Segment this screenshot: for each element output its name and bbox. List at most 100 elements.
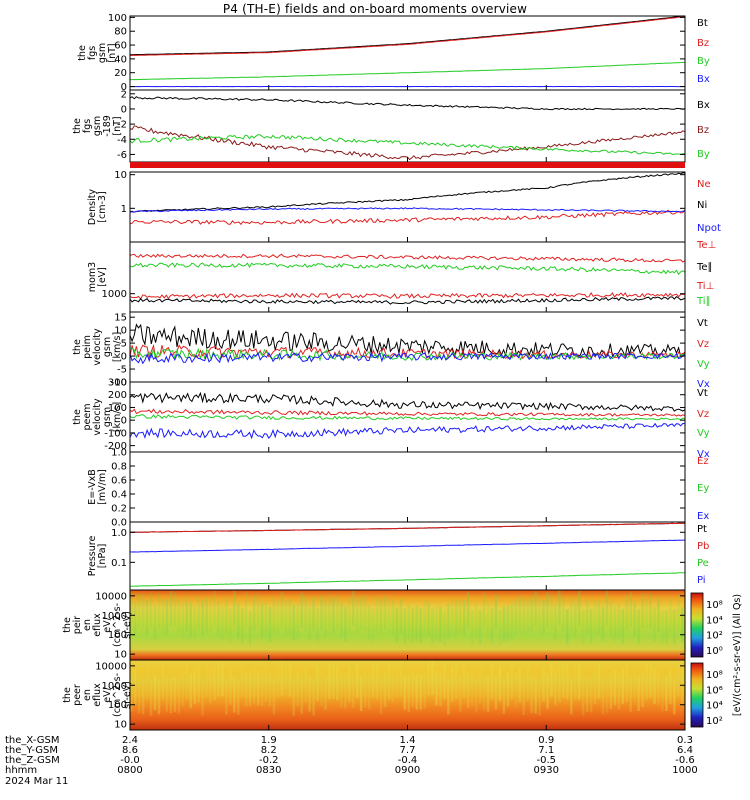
spectrogram-stripe (225, 598, 228, 634)
spectrogram-stripe (304, 596, 307, 632)
spectrogram-stripe (593, 669, 597, 705)
spectrogram-stripe (348, 667, 351, 703)
panel-efield: 1.0 0.8 0.6 0.4 0.2 0.0 E=-VxB [mV/m] Ez Ey Ex (87, 448, 709, 529)
panel-peer_spec: 10000 1000 100 10 the peer en eflux eV/(cm^2-s-s… (62, 659, 686, 731)
spectrogram-stripe (233, 677, 236, 713)
spectrogram-stripe (601, 606, 605, 642)
spectrogram-stripe (340, 602, 343, 638)
spectrogram-stripe (336, 665, 339, 701)
spectrogram-stripe (669, 669, 672, 705)
ylabel-peem_velocity: velocity (92, 398, 103, 436)
spectrogram-stripe (280, 591, 284, 627)
ylabel-efield: [mV/m] (97, 469, 108, 505)
spectrogram-stripe (169, 677, 173, 713)
spectrogram-stripe (336, 594, 339, 630)
ephemeris-value: 0830 (256, 765, 281, 776)
ylabel-peem_velocity: gsm (102, 407, 113, 427)
legend-fgs_gsm_zoom-By: By (697, 149, 710, 160)
spectrogram-stripe (490, 608, 494, 644)
panel-peir_spec: 10000 1000 100 10 the peir en eflux eV/(cm^2-s-s… (62, 589, 686, 661)
ylabel-peim_velocity: velocity (92, 328, 103, 366)
spectrogram-stripe (562, 663, 565, 699)
colorbar-label: [eV/(cm²-s-sr-eV)] (All Qs) (732, 594, 743, 716)
spectrogram-stripe (447, 679, 450, 715)
legend-peem_velocity-Vy: Vy (697, 428, 710, 439)
ytick-label-efield: 0.0 (111, 518, 127, 529)
spectrogram-stripe (229, 608, 232, 644)
ytick-label-peir_spec: 100 (108, 630, 127, 641)
colorbar-tick: 10⁸ (706, 600, 723, 611)
spectrogram-stripe (621, 668, 625, 704)
series-pressure-Pe (129, 572, 686, 587)
spectrogram-stripe (407, 677, 410, 713)
ytick-label-peir_spec: 1000 (102, 611, 127, 622)
spectrogram-stripe (296, 604, 299, 640)
spectrogram-stripe (534, 591, 537, 627)
ytick-label-peem_velocity: 0 (121, 416, 127, 427)
series-fgs_gsm-Bz (130, 16, 686, 56)
spectrogram-stripe (506, 605, 510, 641)
spectrogram-stripe (522, 679, 525, 715)
ephemeris-value: 2.4 (122, 735, 138, 746)
spectrogram-stripe (260, 671, 264, 707)
ytick-label-peem_velocity: -200 (104, 441, 127, 452)
ytick-label-fgs_gsm: 80 (114, 27, 127, 38)
colorbar-tick: 10⁴ (706, 615, 723, 626)
spectrogram-stripe (324, 601, 327, 637)
spectrogram-stripe (225, 679, 228, 715)
spectrogram-stripe (359, 675, 363, 711)
legend-fgs_gsm-Bt: Bt (697, 18, 708, 29)
spectrogram-stripe (165, 676, 169, 712)
spectrogram-stripe (597, 663, 601, 699)
panel-fgs_gsm_zoom: 2 0 -2 -4 -6 the fgs gsm -189 [nT] Bx Bz By (72, 89, 710, 163)
spectrogram-stripe (649, 662, 652, 698)
spectrogram-stripe (514, 671, 518, 707)
spectrogram-stripe (209, 668, 212, 704)
spectrogram-stripe (427, 660, 430, 696)
legend-temperature-Te∥: Te∥ (696, 262, 713, 273)
spectrogram-stripe (482, 592, 486, 628)
spectrogram-stripe (149, 680, 153, 716)
ylabel-pressure: Pressure (87, 536, 98, 577)
spectrogram-stripe (137, 677, 141, 713)
spectrogram-stripe (197, 667, 200, 703)
ylabel-peer_spec: peer (72, 684, 83, 706)
spectrogram-stripe (209, 596, 212, 632)
ylabel-density: [cm-3] (97, 191, 108, 222)
spectrogram-stripe (427, 601, 430, 637)
spectrogram-stripe (673, 679, 676, 715)
spectrogram-stripe (617, 604, 621, 640)
spectrogram-stripe (193, 669, 196, 705)
spectrogram-stripe (153, 675, 157, 711)
spectrogram-stripe (558, 666, 561, 702)
ylabel-peer_spec: the (62, 687, 73, 703)
ylabel-fgs_gsm: the (77, 45, 88, 61)
ytick-label-peim_velocity: 5 (121, 339, 127, 350)
spectrogram-stripe (629, 676, 632, 712)
spectrogram-stripe (498, 666, 502, 702)
legend-peim_velocity-Vy: Vy (697, 359, 710, 370)
legend-fgs_gsm_zoom-Bz: Bz (697, 125, 709, 136)
spectrogram-stripe (137, 593, 141, 629)
spectrogram-stripe (466, 672, 470, 708)
ytick-label-fgs_gsm_zoom: -6 (117, 150, 127, 161)
ephemeris-value: 8.2 (261, 745, 277, 756)
spectrogram-stripe (256, 592, 260, 628)
spectrogram-stripe (288, 661, 292, 697)
spectrogram-stripe (570, 597, 573, 633)
spectrogram-stripe (478, 668, 482, 704)
spectrogram-stripe (530, 678, 533, 714)
colorbar-tick: 10⁴ (706, 701, 723, 712)
spectrogram-stripe (581, 609, 585, 645)
spectrogram-stripe (399, 661, 403, 697)
ytick-label-peim_velocity: 10 (114, 326, 127, 337)
spectrogram-stripe (566, 609, 569, 645)
ylabel-peim_velocity: gsm (102, 337, 113, 357)
ylabel-fgs_gsm_zoom: gsm (92, 116, 103, 136)
legend-peem_velocity-Vt: Vt (697, 388, 708, 399)
spectrogram-stripe (205, 597, 208, 633)
spectrogram-peir_spec (130, 590, 685, 660)
spectrogram-stripe (478, 610, 482, 646)
